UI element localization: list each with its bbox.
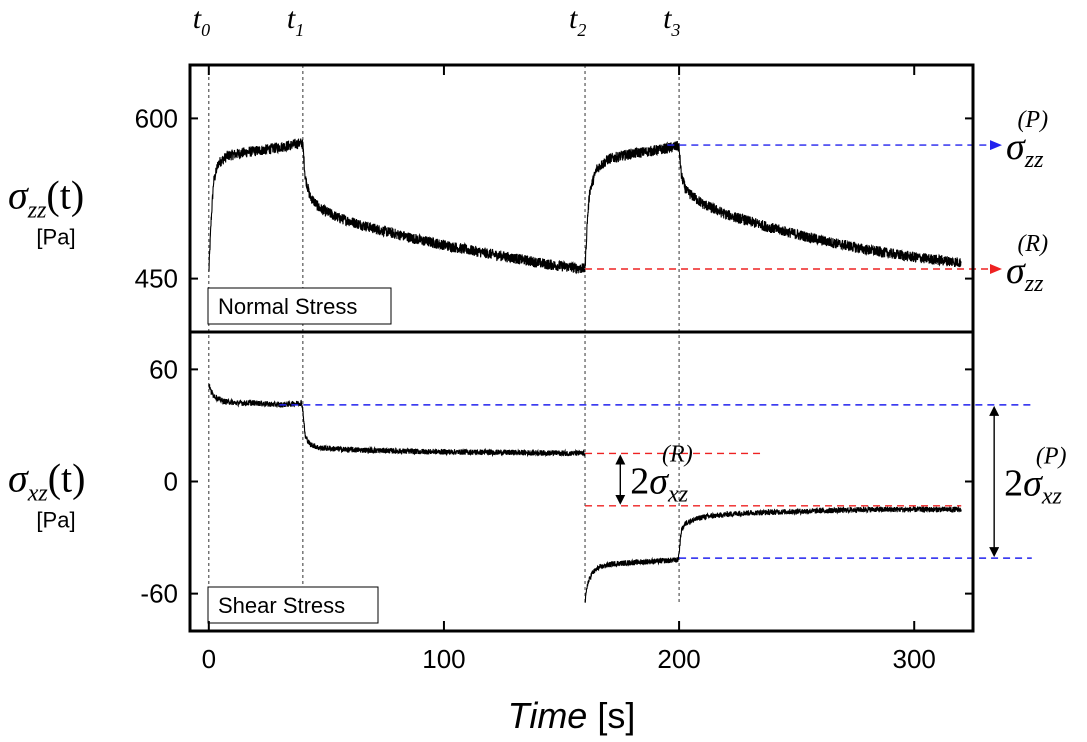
- x-tick-label: 200: [657, 644, 700, 674]
- reference-line-label: σzz(R): [1006, 231, 1048, 297]
- time-marker-label: t0: [193, 2, 210, 40]
- x-tick-label: 0: [202, 644, 216, 674]
- y-tick-label: 0: [164, 467, 178, 497]
- time-marker-label: t3: [663, 2, 680, 40]
- y-tick-label: 450: [135, 264, 178, 294]
- plot-frame: [188, 63, 975, 633]
- y-tick-label: -60: [140, 579, 178, 609]
- normal-ylabel: σzz(t): [8, 173, 84, 224]
- time-marker-label: t2: [569, 2, 586, 40]
- shear-box-label: Shear Stress: [218, 593, 345, 618]
- normal-box-label: Normal Stress: [218, 294, 357, 319]
- time-marker-label: t1: [287, 2, 304, 40]
- shear-ylabel: σxz(t): [8, 456, 86, 507]
- shear-box-frame: [207, 586, 379, 624]
- normal-panel: σzz(P) σzz(R) 450 600 Normal Stress σzz(t)[Pa…: [8, 103, 1048, 325]
- x-axis-label: Time [s]: [508, 695, 636, 736]
- y-tick-label: 600: [135, 103, 178, 133]
- reference-line-label: σzz(P): [1006, 107, 1048, 173]
- shear-stress-series: [584, 505, 962, 603]
- normal-stress-series: [584, 140, 962, 269]
- x-tick-label: 100: [422, 644, 465, 674]
- normal-stress-series: [208, 138, 586, 275]
- normal-yunit: [Pa]: [36, 225, 75, 250]
- shear-yunit: [Pa]: [36, 508, 75, 533]
- shear-stress-series: [208, 384, 586, 458]
- normal-box-frame: [207, 287, 392, 325]
- bracket-label: 2σxz(R): [630, 442, 692, 508]
- y-tick-label: 60: [149, 354, 178, 384]
- shear-panel: 2σxz(R) 2σxz(P) -60 0 60 Shear Stress σxz(t)[P…: [8, 354, 1067, 624]
- x-tick-label: 300: [893, 644, 936, 674]
- bracket-label: 2σxz(P): [1004, 444, 1066, 510]
